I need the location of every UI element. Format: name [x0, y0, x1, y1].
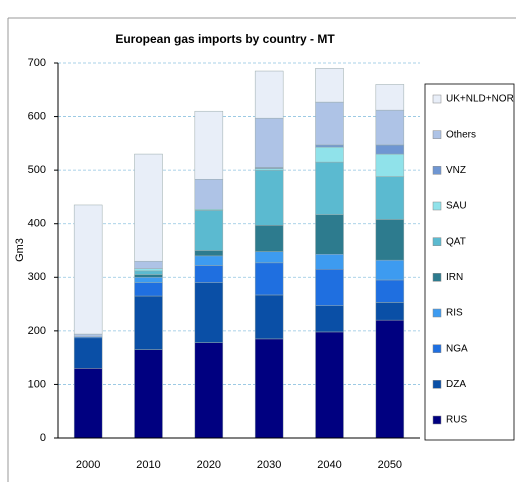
bar-segment — [73, 337, 103, 369]
bar-segment — [315, 331, 344, 439]
legend-swatch — [432, 237, 442, 246]
bar-segment — [73, 333, 103, 338]
bar-segment — [194, 265, 224, 283]
bar-segment — [315, 305, 344, 333]
y-tick-label: 200 — [28, 325, 46, 337]
x-tick-label: 2050 — [378, 459, 402, 471]
bar-segment — [375, 84, 405, 111]
bar-segment — [134, 295, 163, 350]
x-tick-label: 2020 — [197, 459, 221, 471]
bar-segment — [254, 262, 284, 296]
bar-segment — [254, 117, 284, 168]
bar-segment — [315, 214, 344, 255]
bar-segment — [315, 146, 344, 163]
bar-segment — [315, 161, 344, 215]
legend-label: DZA — [446, 379, 466, 390]
legend-swatch — [432, 415, 442, 425]
bar-segment — [375, 153, 405, 177]
bar-segment — [194, 342, 224, 439]
bar-segment — [134, 274, 163, 278]
bar-segment — [375, 302, 405, 321]
bar-segment — [254, 70, 284, 119]
legend-swatch — [432, 94, 442, 104]
bar-segment — [375, 259, 405, 281]
legend-label: RIS — [446, 308, 463, 319]
bar-segment — [375, 144, 405, 155]
legend-label: UK+NLD+NOR — [446, 94, 514, 105]
y-tick-label: 400 — [28, 218, 46, 230]
bar-segment — [194, 282, 224, 343]
bar-segment — [134, 270, 163, 275]
bar-segment — [134, 153, 163, 262]
legend-label: NGA — [446, 343, 468, 354]
legend-swatch — [432, 380, 442, 389]
legend-label: QAT — [446, 236, 466, 247]
bar-segment — [315, 144, 344, 148]
y-tick-label: 700 — [28, 57, 46, 69]
bar-segment — [134, 349, 163, 439]
bar-segment — [315, 101, 344, 146]
x-tick-label: 2000 — [76, 459, 100, 471]
bar-segment — [375, 279, 405, 303]
bar-segment — [73, 204, 103, 335]
legend-swatch — [432, 344, 442, 353]
bar-segment — [375, 219, 405, 261]
y-tick-label: 0 — [40, 432, 46, 444]
chart-title: European gas imports by country - MT — [115, 32, 335, 46]
bar-segment — [194, 179, 224, 210]
y-axis-label: Gm3 — [14, 238, 26, 262]
legend-label: RUS — [446, 415, 467, 426]
bar-segment — [194, 110, 224, 180]
bar-segment — [315, 269, 344, 306]
bar-segment — [134, 268, 163, 272]
bar-segment — [194, 210, 224, 251]
bar-segment — [254, 251, 284, 264]
bar-segment — [375, 109, 405, 146]
y-tick-label: 300 — [28, 271, 46, 283]
x-tick-label: 2010 — [136, 459, 160, 471]
bar-segment — [194, 250, 224, 257]
legend-swatch — [432, 201, 442, 211]
y-tick-label: 600 — [28, 110, 46, 122]
legend-label: IRN — [446, 272, 463, 283]
legend-swatch — [432, 166, 442, 175]
x-tick-label: 2040 — [317, 459, 341, 471]
bar-segment — [134, 260, 163, 269]
bar-segment — [375, 176, 405, 220]
bar-segment — [73, 368, 103, 439]
legend-label: SAU — [446, 201, 467, 212]
bar-segment — [254, 169, 284, 226]
bar-segment — [254, 338, 284, 439]
bar-segment — [134, 282, 163, 297]
bar-segment — [254, 225, 284, 252]
bar-segment — [134, 277, 163, 283]
bar-segment — [254, 294, 284, 340]
bar-segment — [194, 255, 224, 266]
legend-label: VNZ — [446, 165, 466, 176]
bar-segment — [375, 319, 405, 439]
bar-segment — [315, 254, 344, 270]
legend-box — [424, 83, 515, 441]
y-tick-label: 100 — [28, 378, 46, 390]
bar-segment — [315, 68, 344, 103]
legend-label: Others — [446, 129, 476, 140]
y-tick-label: 500 — [28, 164, 46, 176]
legend-swatch — [432, 308, 442, 318]
legend-swatch — [432, 130, 442, 139]
x-tick-label: 2030 — [257, 459, 281, 471]
legend-swatch — [432, 273, 442, 282]
